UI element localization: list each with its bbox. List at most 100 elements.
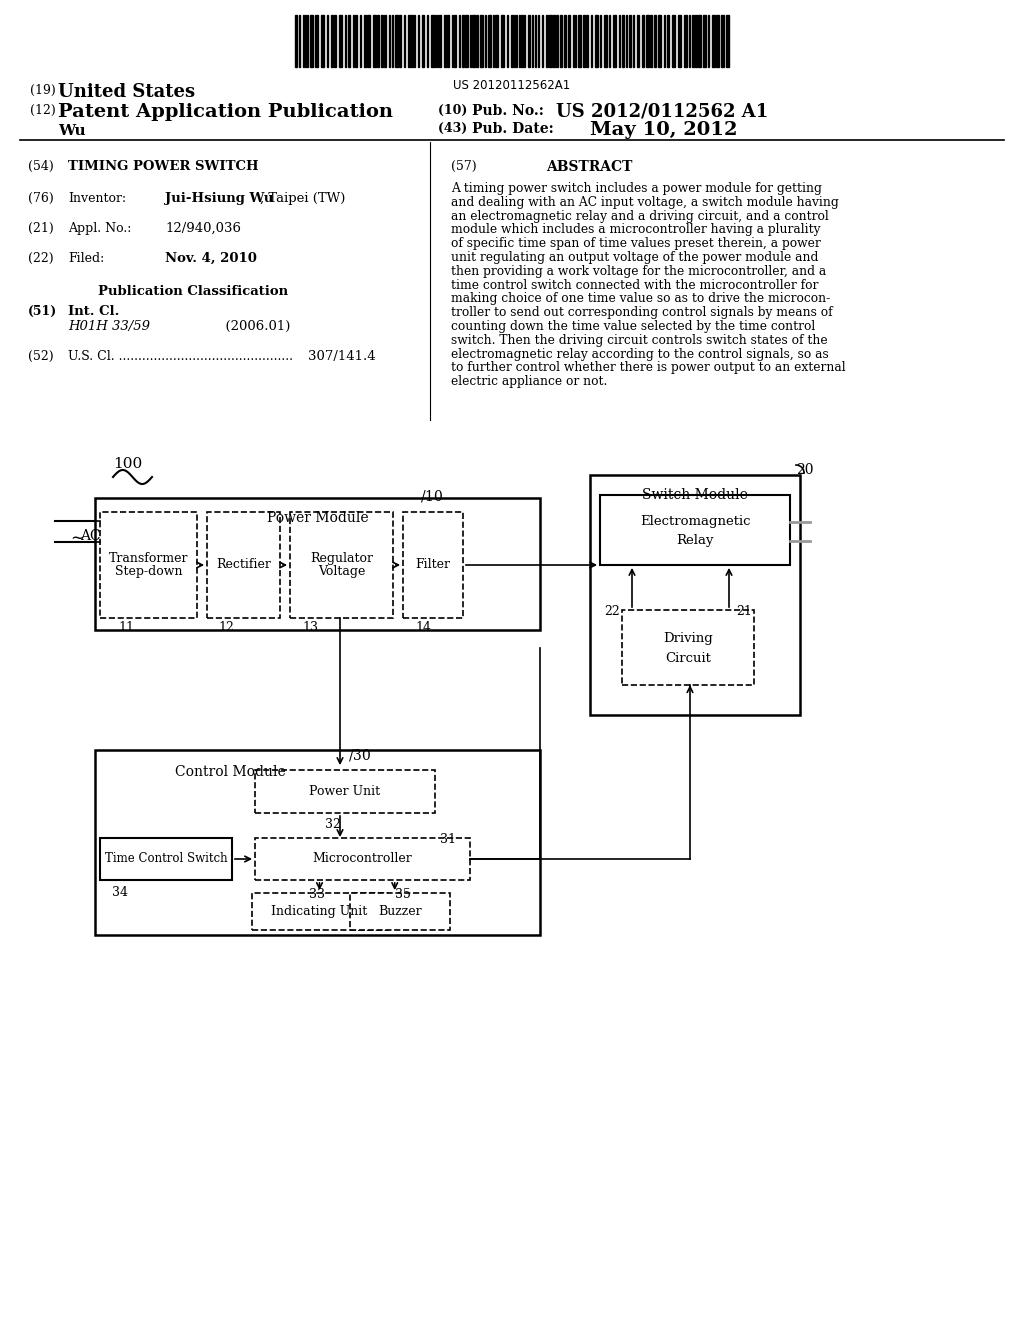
FancyBboxPatch shape xyxy=(100,512,197,618)
Text: Pub. Date:: Pub. Date: xyxy=(472,121,554,136)
FancyBboxPatch shape xyxy=(255,838,470,880)
Bar xyxy=(716,15,719,67)
Bar xyxy=(339,15,342,67)
Bar xyxy=(321,15,324,67)
Bar xyxy=(355,15,357,67)
Bar xyxy=(100,838,232,880)
Text: United States: United States xyxy=(58,83,196,102)
Text: to further control whether there is power output to an external: to further control whether there is powe… xyxy=(451,362,846,375)
Bar xyxy=(564,15,566,67)
Text: Inventor:: Inventor: xyxy=(68,191,126,205)
Text: 22: 22 xyxy=(604,605,620,618)
Bar xyxy=(695,15,697,67)
Text: 32: 32 xyxy=(325,818,341,832)
Bar xyxy=(95,498,540,630)
Text: (12): (12) xyxy=(30,104,59,117)
Text: Publication Classification: Publication Classification xyxy=(98,285,288,298)
Text: of specific time span of time values preset therein, a power: of specific time span of time values pre… xyxy=(451,238,821,251)
Text: 33: 33 xyxy=(309,888,326,902)
Bar xyxy=(431,15,434,67)
Bar xyxy=(650,15,652,67)
FancyBboxPatch shape xyxy=(255,770,435,813)
Text: 307/141.4: 307/141.4 xyxy=(308,350,376,363)
Text: module which includes a microcontroller having a plurality: module which includes a microcontroller … xyxy=(451,223,820,236)
Bar xyxy=(637,15,639,67)
Text: , Taipei (TW): , Taipei (TW) xyxy=(260,191,345,205)
Text: (43): (43) xyxy=(438,121,472,135)
Text: 35: 35 xyxy=(394,888,411,902)
Text: $\mathregular{/}$10: $\mathregular{/}$10 xyxy=(420,488,443,504)
Bar xyxy=(511,15,513,67)
Text: Control Module: Control Module xyxy=(175,766,286,779)
Bar xyxy=(560,15,562,67)
Bar xyxy=(439,15,441,67)
Bar xyxy=(521,15,523,67)
Text: time control switch connected with the microcontroller for: time control switch connected with the m… xyxy=(451,279,818,292)
Bar xyxy=(422,15,424,67)
FancyBboxPatch shape xyxy=(207,512,280,618)
FancyBboxPatch shape xyxy=(290,512,393,618)
Bar xyxy=(488,15,490,67)
Bar xyxy=(549,15,552,67)
Bar xyxy=(472,15,475,67)
Text: (19): (19) xyxy=(30,84,59,96)
Bar xyxy=(721,15,724,67)
Text: (10): (10) xyxy=(438,104,472,117)
Text: Filed:: Filed: xyxy=(68,252,104,265)
Text: then providing a work voltage for the microcontroller, and a: then providing a work voltage for the mi… xyxy=(451,265,826,277)
Text: 34: 34 xyxy=(112,886,128,899)
Text: Wu: Wu xyxy=(58,124,86,139)
Text: (76): (76) xyxy=(28,191,53,205)
Bar xyxy=(604,15,607,67)
Text: 12: 12 xyxy=(218,620,233,634)
Bar xyxy=(501,15,504,67)
Bar xyxy=(465,15,468,67)
Bar xyxy=(528,15,530,67)
Text: H01H 33/59: H01H 33/59 xyxy=(68,319,150,333)
Bar xyxy=(411,15,413,67)
Text: Appl. No.:: Appl. No.: xyxy=(68,222,131,235)
Bar xyxy=(315,15,318,67)
Bar xyxy=(462,15,464,67)
FancyBboxPatch shape xyxy=(403,512,463,618)
Bar xyxy=(381,15,383,67)
Text: 100: 100 xyxy=(113,457,142,471)
Text: 20: 20 xyxy=(796,463,813,477)
Text: electromagnetic relay according to the control signals, so as: electromagnetic relay according to the c… xyxy=(451,347,828,360)
Text: (52): (52) xyxy=(28,350,53,363)
Bar xyxy=(692,15,694,67)
Bar xyxy=(622,15,624,67)
Text: Microcontroller: Microcontroller xyxy=(312,853,413,866)
Text: Indicating Unit: Indicating Unit xyxy=(271,906,368,917)
Text: $\mathregular{/}$30: $\mathregular{/}$30 xyxy=(348,747,372,763)
Text: 11: 11 xyxy=(118,620,134,634)
Text: TIMING POWER SWITCH: TIMING POWER SWITCH xyxy=(68,160,259,173)
Text: unit regulating an output voltage of the power module and: unit regulating an output voltage of the… xyxy=(451,251,818,264)
Bar xyxy=(348,15,350,67)
Bar xyxy=(553,15,555,67)
Bar xyxy=(726,15,729,67)
Text: Power Module: Power Module xyxy=(266,511,369,525)
Bar xyxy=(444,15,446,67)
Text: 13: 13 xyxy=(302,620,318,634)
Bar xyxy=(667,15,669,67)
Text: 21: 21 xyxy=(736,605,752,618)
Text: (2006.01): (2006.01) xyxy=(183,319,291,333)
Bar xyxy=(310,15,313,67)
Bar xyxy=(546,15,548,67)
Bar xyxy=(613,15,616,67)
Text: Electromagnetic: Electromagnetic xyxy=(640,515,751,528)
Text: Relay: Relay xyxy=(676,535,714,546)
Text: Nov. 4, 2010: Nov. 4, 2010 xyxy=(165,252,257,265)
Text: electric appliance or not.: electric appliance or not. xyxy=(451,375,607,388)
Text: Transformer: Transformer xyxy=(109,552,188,565)
Bar xyxy=(703,15,706,67)
Bar xyxy=(408,15,410,67)
Bar xyxy=(646,15,649,67)
Text: (22): (22) xyxy=(28,252,53,265)
Text: and dealing with an AC input voltage, a switch module having: and dealing with an AC input voltage, a … xyxy=(451,195,839,209)
Bar xyxy=(678,15,681,67)
Text: Jui-Hsiung Wu: Jui-Hsiung Wu xyxy=(165,191,273,205)
Text: A timing power switch includes a power module for getting: A timing power switch includes a power m… xyxy=(451,182,822,195)
Bar xyxy=(295,15,297,67)
